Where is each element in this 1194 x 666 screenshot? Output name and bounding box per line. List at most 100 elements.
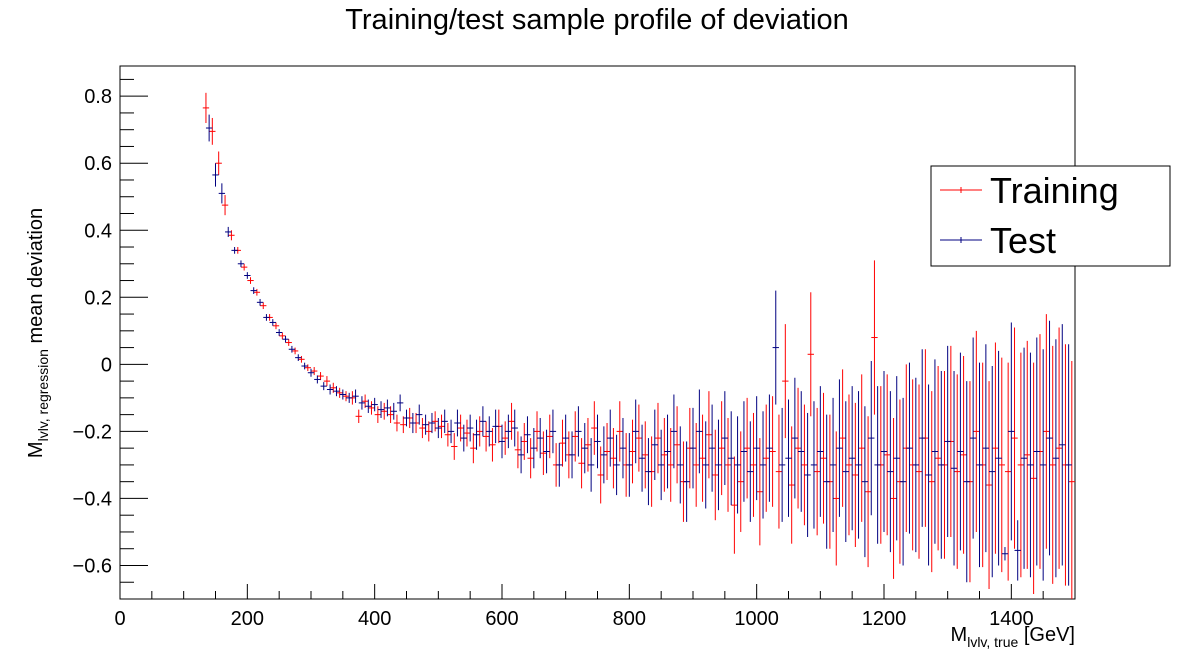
data-point xyxy=(798,391,805,512)
data-point xyxy=(855,391,862,539)
data-point xyxy=(728,411,735,506)
data-point xyxy=(724,417,732,512)
data-point xyxy=(244,272,251,279)
data-point xyxy=(1030,362,1037,594)
data-point xyxy=(387,406,394,424)
data-point xyxy=(482,421,490,452)
x-axis-label-main: M xyxy=(951,624,968,646)
data-point xyxy=(766,394,773,502)
data-point xyxy=(823,414,830,549)
data-point xyxy=(374,406,382,424)
data-point xyxy=(1027,352,1034,578)
data-point xyxy=(473,419,480,450)
data-point xyxy=(285,339,292,346)
y-tick-label: 0.2 xyxy=(84,287,112,309)
data-point xyxy=(635,404,643,472)
data-point xyxy=(613,434,620,496)
data-point xyxy=(581,423,588,474)
data-point xyxy=(750,412,757,517)
data-point xyxy=(454,409,461,437)
y-tick-label: −0.4 xyxy=(73,488,112,510)
data-point xyxy=(435,417,442,439)
data-point xyxy=(1039,349,1047,581)
data-point xyxy=(839,369,846,507)
data-point xyxy=(288,345,296,353)
x-tick-label: 1200 xyxy=(862,608,907,630)
data-point xyxy=(705,391,713,479)
x-tick-label: 200 xyxy=(231,608,264,630)
data-point xyxy=(616,401,623,462)
data-point xyxy=(272,322,280,330)
data-point xyxy=(1059,324,1066,566)
x-tick-label: 600 xyxy=(485,608,518,630)
data-point xyxy=(311,367,318,376)
data-point xyxy=(358,396,366,410)
series-test xyxy=(205,114,1072,586)
data-point xyxy=(323,376,331,387)
data-point xyxy=(291,347,299,355)
data-point xyxy=(1008,322,1015,541)
legend-label-training: Training xyxy=(990,170,1119,211)
data-point xyxy=(715,419,722,511)
data-point xyxy=(572,411,579,462)
data-point xyxy=(250,287,257,294)
data-point xyxy=(209,117,216,145)
data-point xyxy=(893,376,900,541)
data-point xyxy=(731,456,738,554)
data-point xyxy=(791,377,799,499)
data-point xyxy=(260,302,267,310)
data-point xyxy=(985,381,993,589)
data-point xyxy=(282,335,289,343)
data-point xyxy=(212,163,219,187)
data-point xyxy=(368,401,375,415)
data-point xyxy=(673,406,681,484)
data-point xyxy=(670,394,678,469)
data-point xyxy=(801,404,808,526)
data-point xyxy=(638,424,646,492)
data-point xyxy=(400,416,407,434)
data-point xyxy=(530,428,538,469)
y-tick-label: 0.6 xyxy=(84,153,112,175)
data-point xyxy=(1033,337,1040,566)
data-point xyxy=(890,417,897,579)
data-point xyxy=(307,368,315,377)
data-point xyxy=(587,438,595,492)
legend-label-test: Test xyxy=(990,220,1056,261)
data-point xyxy=(540,431,547,475)
x-tick-label: 400 xyxy=(358,608,391,630)
data-point xyxy=(256,298,264,306)
data-point xyxy=(740,401,748,502)
x-tick-label: 0 xyxy=(114,608,125,630)
data-point xyxy=(221,195,229,216)
data-point xyxy=(677,426,684,504)
data-point xyxy=(416,404,423,425)
data-point xyxy=(928,391,935,573)
data-point xyxy=(524,416,531,454)
data-point xyxy=(517,436,525,474)
data-point xyxy=(438,414,445,439)
data-point xyxy=(476,416,483,447)
y-tick-label: 0.8 xyxy=(84,86,112,108)
data-point xyxy=(247,277,254,284)
data-point xyxy=(346,392,353,403)
data-point xyxy=(651,409,658,480)
data-point xyxy=(836,379,843,517)
data-point xyxy=(880,371,888,532)
data-point xyxy=(279,332,286,340)
data-point xyxy=(995,350,1002,566)
data-point xyxy=(231,247,238,254)
data-point xyxy=(683,441,690,522)
data-point xyxy=(1024,340,1031,569)
data-point xyxy=(785,399,792,517)
data-point xyxy=(486,416,493,447)
data-point xyxy=(718,401,725,496)
x-tick-label: 1400 xyxy=(989,608,1034,630)
data-point xyxy=(584,417,592,472)
data-point xyxy=(314,375,321,384)
data-point xyxy=(511,409,518,447)
data-point xyxy=(451,433,458,460)
data-point xyxy=(702,421,709,509)
data-point xyxy=(810,401,818,529)
data-point xyxy=(514,431,522,469)
data-point xyxy=(998,357,1005,573)
